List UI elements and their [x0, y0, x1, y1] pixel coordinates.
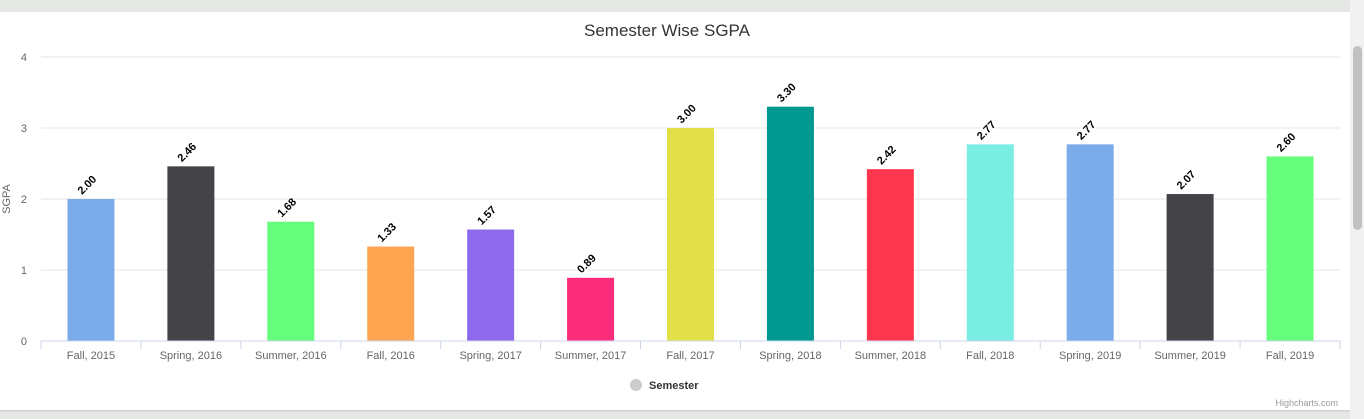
bar — [966, 144, 1014, 341]
y-tick-label: 4 — [21, 52, 27, 64]
x-tick-label: Fall, 2018 — [966, 350, 1014, 362]
x-tick-label: Fall, 2019 — [1266, 350, 1314, 362]
x-tick-label: Summer, 2016 — [255, 350, 327, 362]
bar — [866, 169, 914, 341]
bar — [1066, 144, 1114, 341]
bar — [367, 246, 415, 341]
chart-container: Semester Wise SGPA 0 1 2 3 4 SGPA 2.00 2.46 1.… — [0, 12, 1350, 410]
credit-link[interactable]: Highcharts.com — [1275, 398, 1338, 408]
data-label: 2.07 — [1175, 169, 1199, 193]
y-tick-label: 2 — [21, 194, 27, 206]
data-label: 1.33 — [375, 221, 399, 245]
bar — [766, 106, 814, 341]
x-tick-label: Fall, 2016 — [367, 350, 415, 362]
x-tick-label: Fall, 2015 — [67, 350, 115, 362]
x-tick-label: Summer, 2017 — [555, 350, 627, 362]
bar — [467, 229, 515, 341]
data-label: 0.89 — [575, 252, 599, 276]
y-tick-label: 1 — [21, 265, 27, 277]
x-tick-label: Fall, 2017 — [666, 350, 714, 362]
x-tick-label: Spring, 2017 — [459, 350, 521, 362]
x-axis: Fall, 2015 Spring, 2016 Summer, 2016 Fall, … — [40, 340, 1341, 362]
bar — [1166, 194, 1214, 341]
legend-swatch[interactable] — [630, 379, 642, 391]
data-label: 2.46 — [176, 141, 200, 165]
x-tick-label: Summer, 2019 — [1154, 350, 1226, 362]
data-label: 1.57 — [475, 204, 499, 228]
bar — [267, 221, 315, 341]
bar — [1266, 156, 1314, 341]
scrollbar-thumb[interactable] — [1353, 46, 1362, 230]
page-scrollbar[interactable] — [1350, 0, 1364, 419]
data-label: 1.68 — [275, 196, 299, 220]
data-label: 2.77 — [1075, 119, 1099, 143]
data-label: 2.42 — [875, 144, 899, 168]
x-tick-label: Spring, 2019 — [1059, 350, 1121, 362]
bar — [667, 128, 714, 341]
y-tick-label: 0 — [21, 336, 27, 348]
data-label: 2.60 — [1275, 131, 1299, 155]
legend[interactable]: Semester — [630, 379, 699, 392]
data-label: 3.00 — [675, 102, 699, 126]
data-label: 3.30 — [775, 81, 799, 105]
bars — [67, 106, 1314, 341]
x-tick-label: Spring, 2016 — [160, 350, 222, 362]
chart-title: Semester Wise SGPA — [584, 21, 751, 40]
bar — [67, 199, 115, 341]
y-tick-label: 3 — [21, 123, 27, 135]
data-label: 2.77 — [975, 119, 999, 143]
data-label: 2.00 — [76, 173, 100, 197]
y-axis: 0 1 2 3 4 — [21, 52, 27, 348]
legend-item-label[interactable]: Semester — [649, 380, 699, 392]
x-tick-label: Spring, 2018 — [759, 350, 821, 362]
sgpa-bar-chart: Semester Wise SGPA 0 1 2 3 4 SGPA 2.00 2.46 1.… — [1, 21, 1341, 392]
bar — [567, 277, 615, 341]
bar — [167, 166, 215, 341]
x-tick-label: Summer, 2018 — [855, 350, 927, 362]
y-axis-title: SGPA — [1, 183, 13, 213]
